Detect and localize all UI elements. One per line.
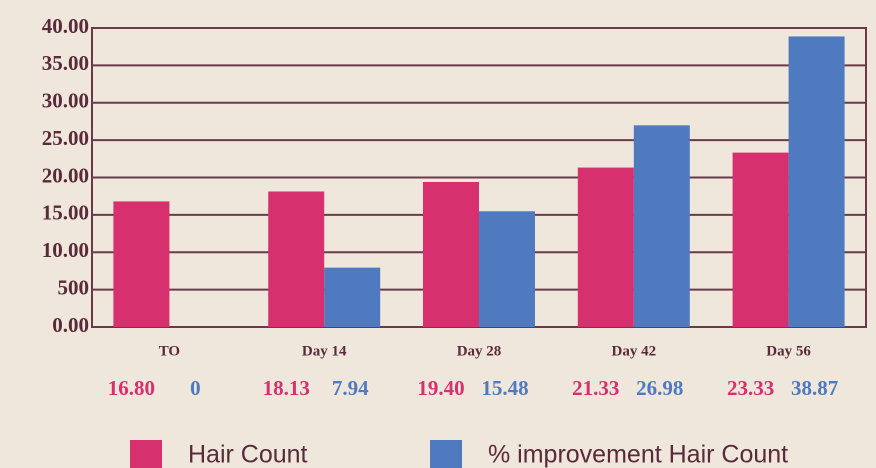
value-label: 19.40	[417, 376, 464, 400]
x-tick-label: Day 56	[766, 343, 811, 359]
bar	[113, 201, 170, 327]
legend-label: % improvement Hair Count	[488, 441, 788, 468]
value-label: 16.80	[108, 376, 155, 400]
x-tick-label: Day 14	[302, 343, 347, 359]
value-label: 38.87	[791, 376, 838, 400]
y-tick-label: 0.00	[52, 313, 89, 337]
bar	[479, 211, 535, 327]
legend-swatch	[430, 440, 462, 468]
y-tick-label: 500	[58, 275, 90, 299]
bar	[423, 181, 479, 327]
bar	[633, 125, 690, 328]
value-label: 26.98	[636, 376, 683, 400]
bar	[732, 152, 789, 327]
y-tick-label: 35.00	[42, 51, 89, 75]
value-label: 18.13	[263, 376, 310, 400]
value-label: 21.33	[572, 376, 619, 400]
bar	[788, 36, 845, 328]
y-tick-label: 40.00	[42, 14, 89, 38]
value-label: 15.48	[481, 376, 528, 400]
legend-swatch	[130, 440, 162, 468]
y-tick-label: 15.00	[42, 201, 89, 225]
bar	[324, 267, 381, 327]
y-tick-label: 30.00	[42, 89, 89, 113]
y-tick-label: 25.00	[42, 126, 89, 150]
x-tick-label: TO	[159, 343, 180, 359]
x-tick-label: Day 42	[612, 343, 657, 359]
bar	[268, 191, 325, 327]
value-label: 0	[190, 376, 201, 400]
legend-label: Hair Count	[188, 441, 308, 468]
value-label: 23.33	[727, 376, 774, 400]
value-label: 7.94	[332, 376, 369, 400]
x-tick-label: Day 28	[457, 343, 502, 359]
bar	[577, 167, 634, 327]
y-tick-label: 20.00	[42, 163, 89, 187]
y-tick-label: 10.00	[42, 238, 89, 262]
